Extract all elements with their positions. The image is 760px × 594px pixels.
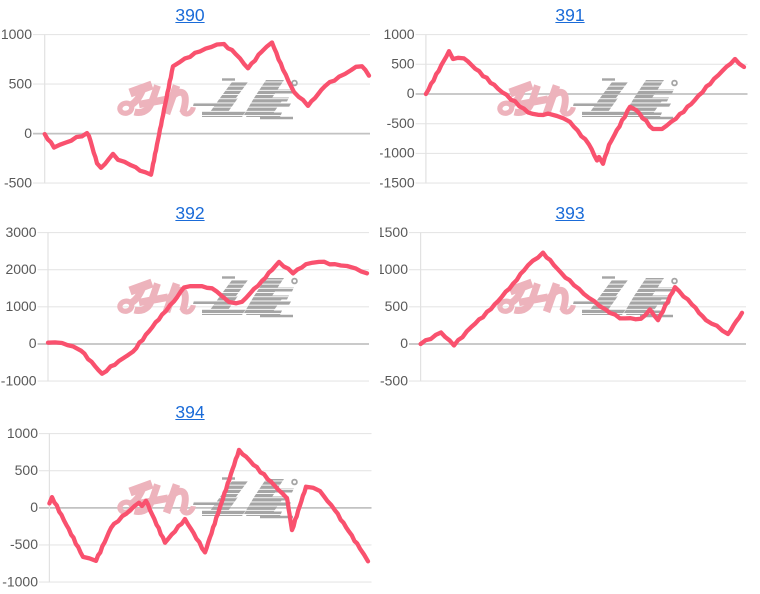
- svg-text:0: 0: [30, 499, 38, 515]
- svg-text:3000: 3000: [5, 224, 36, 240]
- svg-text:-500: -500: [4, 174, 32, 190]
- svg-text:0: 0: [407, 85, 415, 101]
- svg-text:1000: 1000: [380, 261, 408, 277]
- svg-text:1500: 1500: [380, 224, 408, 240]
- svg-text:1000: 1000: [1, 26, 32, 42]
- svg-text:1000: 1000: [7, 425, 38, 441]
- svg-text:-500: -500: [380, 372, 408, 388]
- svg-text:-1000: -1000: [380, 145, 415, 161]
- svg-text:500: 500: [15, 462, 39, 478]
- svg-text:0: 0: [29, 335, 37, 351]
- svg-text:2000: 2000: [5, 261, 36, 277]
- svg-text:-1500: -1500: [380, 174, 415, 190]
- svg-text:0: 0: [24, 125, 32, 141]
- svg-text:-500: -500: [387, 115, 415, 131]
- svg-text:500: 500: [391, 56, 415, 72]
- svg-text:500: 500: [9, 75, 33, 91]
- svg-text:-1000: -1000: [1, 372, 37, 388]
- svg-text:1000: 1000: [5, 298, 36, 314]
- svg-text:1000: 1000: [383, 26, 414, 42]
- svg-text:-1000: -1000: [2, 573, 38, 589]
- svg-text:500: 500: [385, 298, 409, 314]
- svg-text:0: 0: [400, 335, 408, 351]
- svg-text:-500: -500: [10, 536, 38, 552]
